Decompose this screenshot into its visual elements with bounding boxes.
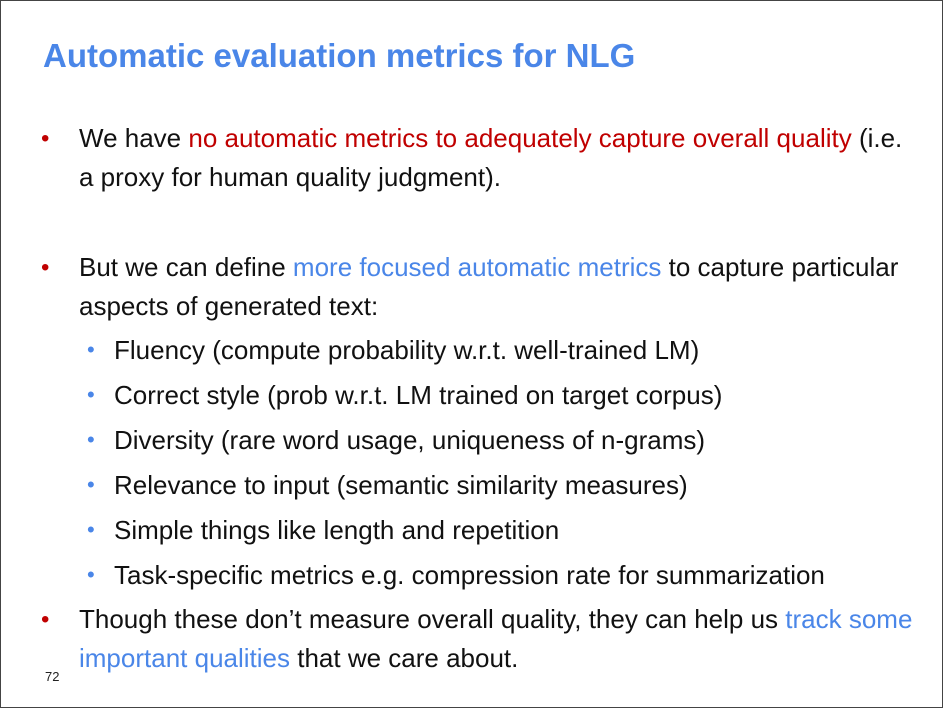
bullet-text-plain: that we care about. — [290, 643, 519, 673]
subbullet-text: Correct style (prob w.r.t. LM trained on… — [114, 380, 723, 410]
page-number: 72 — [45, 669, 60, 684]
bullet-text-emphasis-blue: track some important qualities — [79, 604, 913, 673]
subbullet-marker: • — [87, 337, 95, 362]
bullet-text-plain: to capture particular aspects of generat… — [79, 252, 899, 321]
subbullet-marker: • — [87, 427, 95, 452]
bullet-marker: • — [41, 254, 50, 281]
subbullet-text: Diversity (rare word usage, uniqueness o… — [114, 425, 706, 455]
subbullet-text: Task-specific metrics e.g. compression r… — [114, 560, 825, 590]
subbullet-marker: • — [87, 382, 95, 407]
subbullet-marker: • — [87, 472, 95, 497]
bullet-item: • Though these don’t measure overall qua… — [41, 600, 921, 678]
subbullet-text: Fluency (compute probability w.r.t. well… — [114, 335, 700, 365]
bullet-marker: • — [41, 125, 50, 152]
bullet-text-emphasis-red: no automatic metrics to adequately captu… — [188, 123, 852, 153]
bullet-text-plain: Though these don’t measure overall quali… — [79, 604, 786, 634]
subbullet-marker: • — [87, 517, 95, 542]
bullet-text-plain: We have — [79, 123, 189, 153]
subbullet-item: • Fluency (compute probability w.r.t. we… — [87, 332, 937, 368]
subbullet-item: • Relevance to input (semantic similarit… — [87, 467, 937, 503]
bullet-marker: • — [41, 606, 50, 633]
bullet-item: • We have no automatic metrics to adequa… — [41, 119, 921, 197]
subbullet-text: Relevance to input (semantic similarity … — [114, 470, 688, 500]
subbullet-item: • Task-specific metrics e.g. compression… — [87, 557, 937, 593]
subbullet-marker: • — [87, 562, 95, 587]
subbullet-text: Simple things like length and repetition — [114, 515, 560, 545]
bullet-item: • But we can define more focused automat… — [41, 248, 921, 326]
subbullet-item: • Simple things like length and repetiti… — [87, 512, 937, 548]
bullet-text: Though these don’t measure overall quali… — [79, 600, 921, 678]
slide-title: Automatic evaluation metrics for NLG — [43, 37, 636, 74]
bullet-text: We have no automatic metrics to adequate… — [79, 119, 921, 197]
bullet-text-plain: But we can define — [79, 252, 293, 282]
subbullet-item: • Correct style (prob w.r.t. LM trained … — [87, 377, 937, 413]
bullet-text-emphasis-blue: more focused automatic metrics — [292, 252, 662, 282]
subbullet-item: • Diversity (rare word usage, uniqueness… — [87, 422, 937, 458]
bullet-text-plain: (i.e. a proxy for human quality judgment… — [79, 123, 903, 192]
bullet-text: But we can define more focused automatic… — [79, 248, 921, 326]
